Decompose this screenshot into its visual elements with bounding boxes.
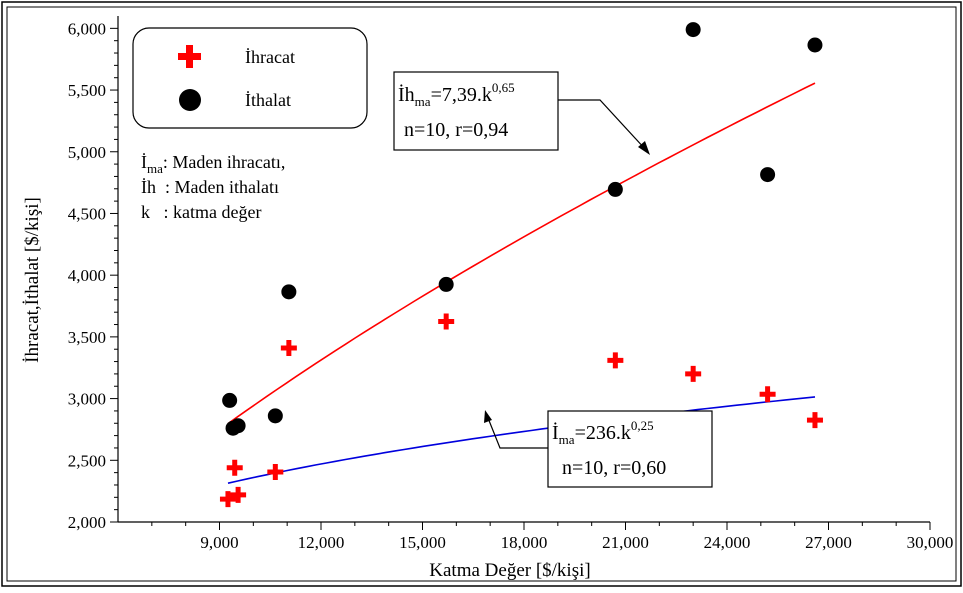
import-point [222, 392, 238, 408]
red-fit-label-box [393, 71, 559, 151]
export-point [267, 464, 284, 481]
note-k: k : katma değer [141, 202, 261, 222]
red-fit-arrow [558, 99, 647, 151]
export-point [280, 339, 297, 356]
legend-plus-marker [178, 45, 201, 68]
x-tick-label: 15,000 [399, 533, 446, 552]
red-fit-curve [227, 82, 816, 425]
y-axis-title: İhracat,İthalat [$/kişi] [22, 197, 43, 363]
y-tick-label: 4,500 [68, 204, 106, 223]
legend-box [132, 27, 368, 129]
blue-fit-label: İma=236.k0,25 n=10, r=0,60 [547, 410, 713, 488]
y-tick-label: 6,000 [68, 19, 106, 38]
x-tick-label: 18,000 [501, 533, 548, 552]
export-point [230, 486, 247, 503]
fit-lines [227, 82, 816, 484]
notes: İma: Maden ihracatı, İh : Maden ithalatı… [141, 152, 285, 222]
export-point [219, 491, 236, 508]
red-fit-label: İhma=7,39.k0,65 n=10, r=0,94 [393, 71, 559, 151]
y-tick-label: 4,000 [68, 266, 106, 285]
blue-fit-label-box [547, 410, 713, 488]
x-tick-label: 27,000 [805, 533, 852, 552]
import-point [267, 408, 283, 424]
import-point [281, 284, 297, 300]
export-point [438, 313, 455, 330]
import-point [230, 418, 246, 434]
blue-fit-stats: n=10, r=0,60 [562, 457, 666, 479]
y-tick-label: 3,000 [68, 390, 106, 409]
y-tick-label: 5,000 [68, 143, 106, 162]
legend-label-ihracat: İhracat [245, 47, 295, 67]
blue-fit-arrowhead [484, 410, 492, 423]
x-tick-label: 9,000 [200, 533, 238, 552]
y-tick-label: 5,500 [68, 81, 106, 100]
red-fit-equation: İhma=7,39.k0,65 [398, 80, 515, 109]
export-point [685, 365, 702, 382]
import-point [438, 276, 454, 292]
inner-frame [6, 6, 957, 582]
legend-label-ithalat: İthalat [245, 90, 291, 110]
note-ih: İh : Maden ithalatı [141, 177, 279, 197]
export-point [806, 412, 823, 429]
legend-plus-shape [178, 45, 201, 68]
blue-fit-curve [227, 396, 816, 484]
x-tick-label: 12,000 [298, 533, 345, 552]
legend-circle-marker [179, 89, 201, 111]
x-axis-title: Katma Değer [$/kişi] [429, 560, 590, 581]
export-point [759, 386, 776, 403]
axes: 9,000 12,000 15,000 18,000 21,000 24,000 27,00… [68, 16, 954, 552]
legend: İhracat İthalat [132, 27, 368, 129]
import-point [607, 181, 623, 197]
blue-fit-equation: İma=236.k0,25 [552, 418, 654, 447]
import-point [685, 22, 701, 38]
y-tick-label: 2,000 [68, 513, 106, 532]
x-tick-label: 30,000 [907, 533, 954, 552]
y-tick-label: 3,500 [68, 328, 106, 347]
x-tick-label: 21,000 [602, 533, 649, 552]
import-point [807, 37, 823, 53]
red-fit-arrowhead [638, 141, 650, 155]
x-tick-label: 24,000 [704, 533, 751, 552]
export-point [226, 459, 243, 476]
legend-circle-shape [179, 89, 201, 111]
blue-fit-arrow [487, 417, 548, 449]
data-markers [219, 22, 823, 508]
import-point [760, 167, 776, 183]
red-fit-stats: n=10, r=0,94 [404, 119, 508, 141]
note-ima: İma: Maden ihracatı, [141, 152, 285, 176]
export-point [607, 352, 624, 369]
y-tick-label: 2,500 [68, 451, 106, 470]
